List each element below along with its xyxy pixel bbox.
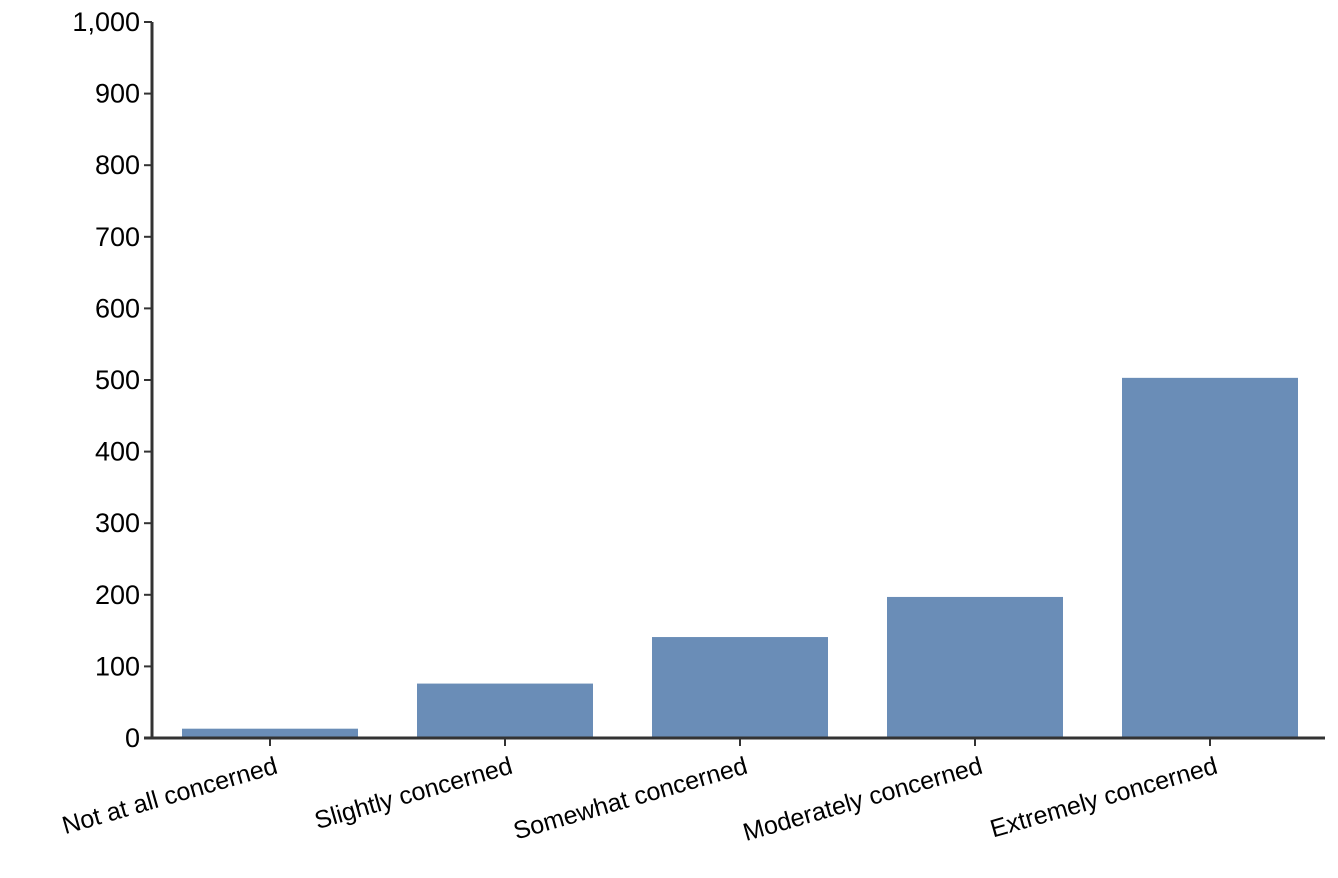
y-tick-label-4: 400 — [95, 437, 140, 467]
x-tick-label-1: Slightly concerned — [311, 752, 515, 835]
bar-0 — [182, 728, 358, 738]
x-axis-labels: Not at all concerned Slightly concernedSo… — [59, 738, 1221, 847]
y-tick-label-10: 1,000 — [72, 7, 140, 37]
bars-layer — [182, 377, 1298, 738]
x-tick-label-0: Not at all concerned — [59, 752, 280, 840]
y-tick-label-5: 500 — [95, 365, 140, 395]
y-tick-label-9: 900 — [95, 79, 140, 109]
y-tick-label-7: 700 — [95, 222, 140, 252]
y-axis-ticks: 0 100 200 300 400 500 600 700 800 900 1,000 — [72, 7, 152, 753]
x-tick-label-2: Somewhat concerned — [510, 752, 750, 846]
x-tick-label-4: Extremely concerned — [987, 752, 1220, 844]
bar-3 — [887, 596, 1063, 738]
y-tick-label-6: 600 — [95, 293, 140, 323]
bar-4 — [1122, 377, 1298, 738]
y-tick-label-8: 800 — [95, 150, 140, 180]
x-tick-label-3: Moderately concerned — [740, 752, 986, 847]
bar-2 — [652, 637, 828, 738]
y-tick-label-2: 200 — [95, 580, 140, 610]
y-tick-label-1: 100 — [95, 651, 140, 681]
y-tick-label-3: 300 — [95, 508, 140, 538]
y-tick-label-0: 0 — [125, 723, 140, 753]
bar-1 — [417, 683, 593, 738]
